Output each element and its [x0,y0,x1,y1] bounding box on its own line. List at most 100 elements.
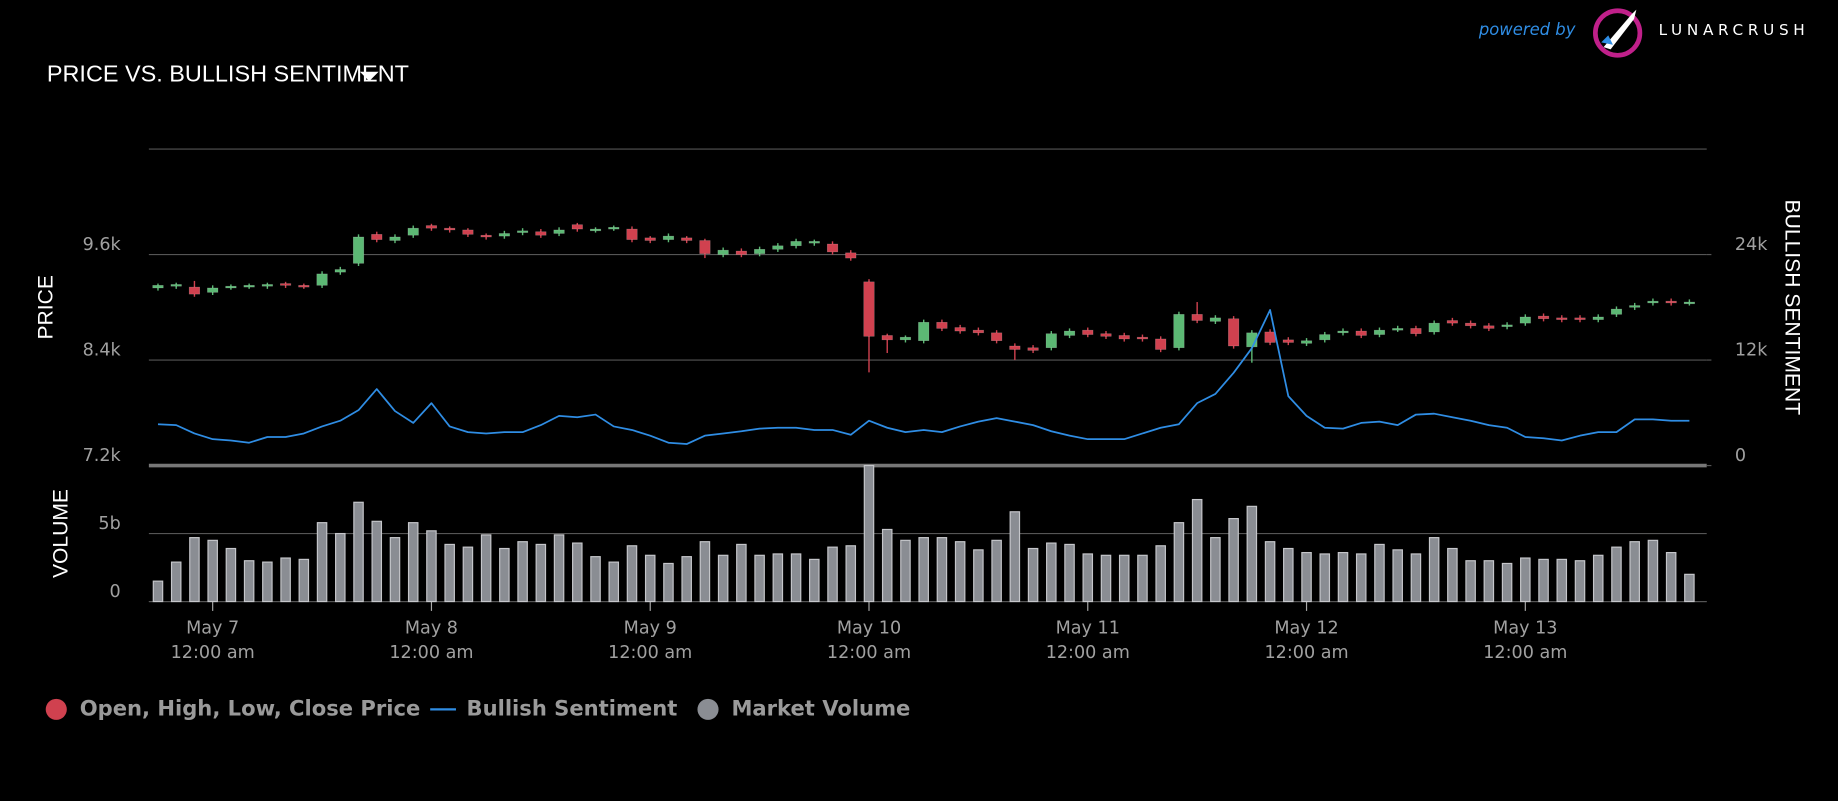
legend-item[interactable]: Market Volume [697,695,910,720]
candle [1373,327,1386,338]
volume-bar [1264,541,1276,603]
candle-body [1282,339,1294,343]
candle [1629,302,1641,310]
x-tick-label: May 7 [186,618,239,638]
legend-item[interactable]: Bullish Sentiment [430,695,677,720]
candle-body [1319,334,1331,341]
volume-bar [426,530,437,603]
candle-body [1045,333,1057,349]
candle-body [425,225,438,229]
legend-swatch [697,698,719,720]
candle-body [899,336,912,341]
volume-bar [1410,553,1422,603]
candle-body [1610,308,1623,315]
sentiment-line [157,309,1690,445]
candle-body [1264,331,1276,343]
candle [1483,323,1495,332]
volume-bar [335,532,346,603]
candle [808,239,820,246]
candle-body [608,227,620,230]
candle [1027,345,1039,354]
candle [1537,313,1550,322]
volume-bar [189,537,200,603]
candle [1118,332,1130,342]
candle [772,243,784,252]
candle-body [790,241,802,247]
volume-bar [1647,539,1659,603]
candle-body [170,284,182,287]
y2-axis-title: BULLISH SENTIMENT [1781,200,1804,416]
candle-body [553,229,565,234]
volume-tick-label: 5b [98,514,120,534]
candle [954,324,966,334]
legend-item[interactable]: Open, High, Low, Close Price [45,695,421,720]
candle [407,225,419,238]
candle [553,227,565,237]
x-tick-label: 12:00 am [171,643,255,663]
candle-body [954,327,966,332]
volume-bar [1392,549,1403,603]
volume-bar [754,554,765,603]
x-tick-label: May 11 [1056,618,1120,638]
candle-body [1209,317,1221,322]
candle-body [1537,315,1550,320]
candle [152,283,164,291]
candle [699,238,711,259]
candle-body [826,243,839,253]
candle-body [152,285,164,289]
volume-bar [936,537,948,603]
volume-bar [1210,537,1221,603]
candle-body [535,231,547,236]
volume-bar [827,546,838,603]
candle-body [644,237,656,241]
candle [498,230,510,239]
candle-body [589,228,602,232]
candle-body [845,252,857,259]
volume-bar [517,541,528,603]
volume-bar [1520,557,1531,603]
candle-body [1428,322,1440,333]
candle-body [881,335,893,341]
volume-bar [1447,547,1458,603]
volume-bar [1611,546,1622,603]
x-tick-label: 12:00 am [827,643,911,663]
candle-body [462,229,474,235]
volume-bar [1100,554,1112,603]
legend-label: Bullish Sentiment [467,695,678,720]
volume-bar [954,541,966,603]
volume-bar [1465,560,1476,603]
candle-body [1574,317,1586,320]
candle-body [1519,316,1531,324]
dropdown-arrow[interactable] [359,71,379,82]
volume-bar [626,545,638,603]
volume-bar [371,520,383,603]
volume-bar [663,562,674,603]
candle [863,279,875,373]
volume-bar [1046,542,1057,603]
candle [1337,328,1349,336]
candle-body [1683,301,1695,305]
volume-bar [1137,554,1148,603]
volume-bar [1355,553,1367,603]
candle [662,233,675,243]
x-tick-label: May 10 [837,618,901,638]
candle-body [517,230,529,233]
candle-body [717,249,729,255]
candle [972,327,984,336]
chart-title[interactable]: PRICE VS. BULLISH SENTIMENT [47,60,409,86]
y-tick-label: 7.2k [83,446,122,466]
candle-body [1155,338,1167,350]
candle [626,226,638,243]
volume-bar [699,541,711,603]
candle-body [1556,317,1568,320]
candle [899,335,912,343]
candle-body [280,283,292,286]
volume-bar [1246,505,1258,603]
candle [1355,328,1367,339]
candle-body [1410,328,1422,334]
candle-body [1592,316,1604,320]
candle [188,280,201,297]
candle-body [1228,318,1240,347]
candle-body [991,332,1003,342]
candle [735,248,747,258]
